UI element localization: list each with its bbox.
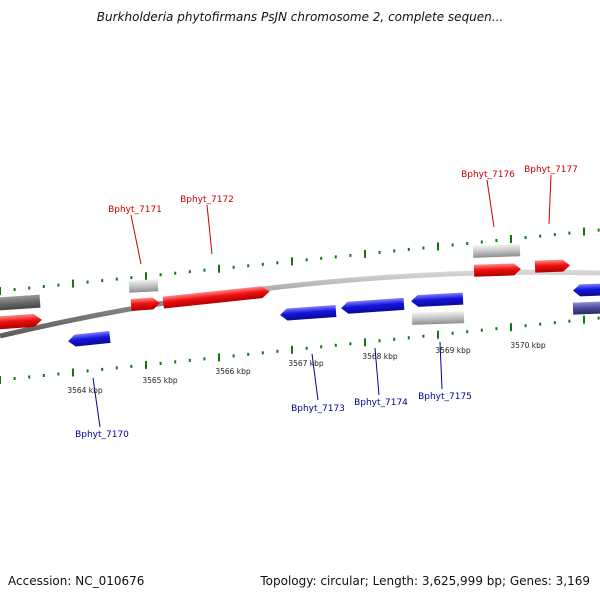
- gene-feature[interactable]: [411, 292, 464, 308]
- kbp-label: 3567 kbp: [288, 359, 324, 368]
- gene-label[interactable]: Bphyt_7170: [75, 430, 129, 440]
- kbp-label: 3570 kbp: [510, 341, 546, 350]
- forward-tick-track: [0, 227, 600, 295]
- gene-feature[interactable]: [280, 305, 337, 321]
- gene-feature[interactable]: [473, 263, 521, 277]
- kbp-label: 3566 kbp: [215, 367, 251, 376]
- accession-text: Accession: NC_010676: [8, 574, 145, 588]
- gene-feature[interactable]: [472, 244, 521, 258]
- gene-feature[interactable]: [130, 297, 161, 311]
- genome-summary: Topology: circular; Length: 3,625,999 bp…: [260, 574, 590, 588]
- gene-feature[interactable]: [128, 279, 159, 293]
- gene-feature[interactable]: [411, 311, 465, 325]
- gene-label[interactable]: Bphyt_7176: [461, 170, 515, 180]
- gene-feature[interactable]: [162, 285, 271, 309]
- gene-feature[interactable]: [573, 283, 600, 297]
- map-title: Burkholderia phytofirmans PsJN chromosom…: [96, 10, 504, 24]
- gene-feature[interactable]: [341, 297, 405, 314]
- gene-label[interactable]: Bphyt_7177: [524, 165, 578, 175]
- gene-feature[interactable]: [0, 294, 41, 312]
- gene-feature[interactable]: [572, 301, 600, 315]
- gene-feature[interactable]: [534, 259, 570, 273]
- kbp-label: 3569 kbp: [435, 346, 471, 355]
- kbp-label: 3568 kbp: [362, 352, 398, 361]
- gene-feature[interactable]: [67, 330, 111, 347]
- kbp-label: 3565 kbp: [142, 376, 178, 385]
- gene-label[interactable]: Bphyt_7172: [180, 195, 234, 205]
- label-leaders: [92, 174, 552, 428]
- gene-label[interactable]: Bphyt_7173: [291, 404, 345, 414]
- gene-label[interactable]: Bphyt_7175: [418, 392, 472, 402]
- reverse-gene-track: [67, 283, 600, 347]
- reverse-tick-track: [0, 315, 600, 384]
- gene-label[interactable]: Bphyt_7171: [108, 205, 162, 215]
- kbp-label: 3564 kbp: [67, 386, 103, 395]
- forward-gene-track: [0, 244, 570, 331]
- gene-feature[interactable]: [0, 313, 42, 331]
- gene-label[interactable]: Bphyt_7174: [354, 398, 408, 408]
